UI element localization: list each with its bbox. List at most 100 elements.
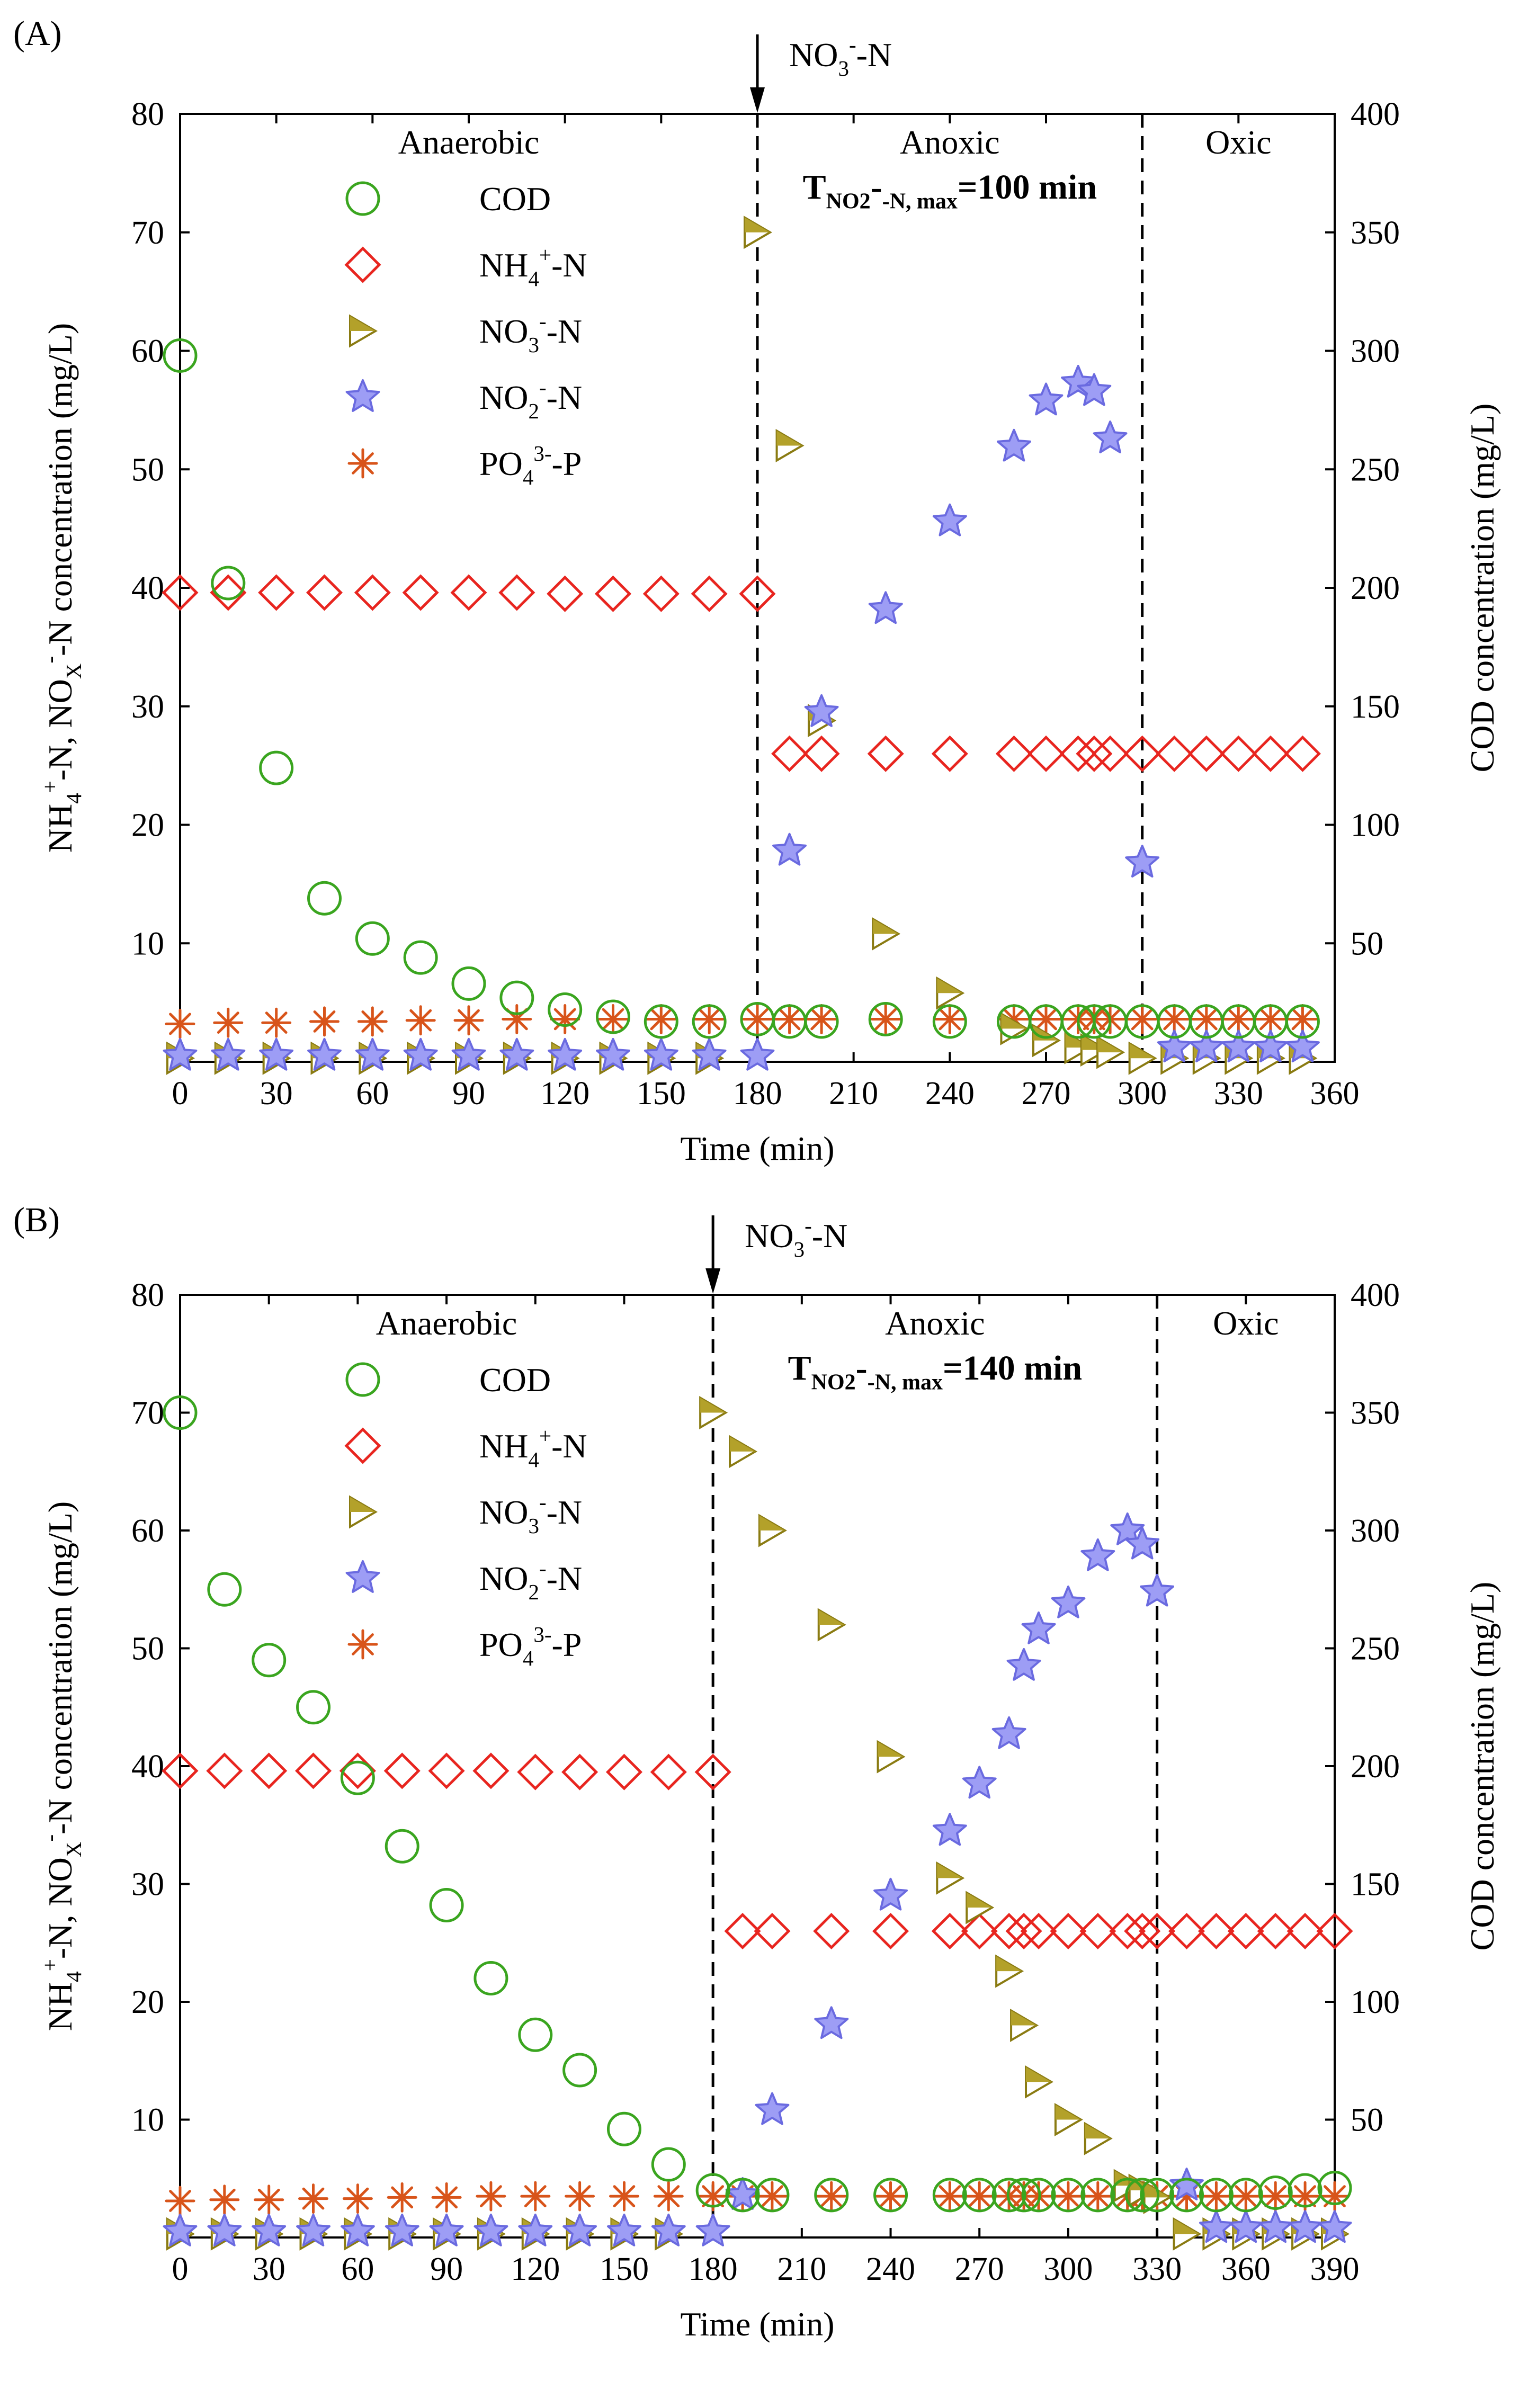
series-star xyxy=(163,364,1320,1071)
data-point xyxy=(1189,1030,1224,1062)
x-tick-label: 90 xyxy=(430,2251,463,2287)
data-point xyxy=(163,1037,198,1071)
legend-label-part: NO xyxy=(479,379,528,416)
data-point xyxy=(473,1961,508,1995)
y-tick-label: 80 xyxy=(131,1277,164,1313)
nitrite-peak-time-annotation: TNO2--N, max=100 min xyxy=(803,168,1097,214)
data-point-fill xyxy=(1129,1043,1155,1059)
data-point xyxy=(1109,1912,1146,1950)
data-point xyxy=(1253,1030,1288,1062)
data-point xyxy=(1021,2178,1056,2213)
data-point-fill xyxy=(1097,1037,1123,1053)
data-point xyxy=(1258,2175,1293,2210)
data-point xyxy=(725,2178,760,2213)
legend-label: NO3--N xyxy=(479,1490,582,1538)
dosing-arrow-label-part: NO xyxy=(789,36,838,74)
legend-label-part: -N xyxy=(547,1493,583,1531)
data-point xyxy=(1227,1912,1264,1950)
data-point xyxy=(342,2183,373,2214)
data-point xyxy=(1110,2178,1145,2213)
phase-label: Oxic xyxy=(1205,123,1271,161)
data-point xyxy=(520,2181,551,2212)
data-point xyxy=(1080,2178,1115,2213)
y-tick-label: 60 xyxy=(131,1513,164,1549)
data-point xyxy=(646,1004,676,1034)
data-point xyxy=(165,2186,195,2216)
data-point-fill xyxy=(873,919,899,934)
data-point xyxy=(251,1752,288,1789)
y-axis-label-part: NH xyxy=(41,804,79,853)
data-point xyxy=(605,1753,642,1791)
data-point xyxy=(1157,1030,1192,1062)
legend-label-part: COD xyxy=(479,1361,551,1399)
y-axis-label-part: NH xyxy=(41,1982,79,2031)
legend-label: NO2--N xyxy=(479,1556,582,1604)
data-point xyxy=(740,1037,775,1071)
data-point xyxy=(473,2213,508,2246)
x-tick-label: 210 xyxy=(829,1076,878,1112)
data-point xyxy=(1285,1004,1320,1039)
data-point xyxy=(387,2182,417,2213)
legend-label-part: + xyxy=(539,243,551,267)
data-point xyxy=(431,2182,462,2213)
x-tick-label: 390 xyxy=(1310,2251,1360,2287)
data-point xyxy=(1093,420,1128,453)
data-point xyxy=(261,1007,292,1038)
data-point xyxy=(296,2213,330,2246)
y-axis-label-part: + xyxy=(38,781,62,793)
dosing-arrow-label: NO3--N xyxy=(789,32,892,80)
data-point xyxy=(476,2181,506,2212)
data-point xyxy=(517,1753,554,1791)
legend-marker xyxy=(345,1560,380,1593)
data-point xyxy=(694,1004,725,1034)
data-point xyxy=(932,2178,967,2213)
data-point xyxy=(650,1753,687,1791)
legend-label-part: 4 xyxy=(528,266,539,291)
data-point xyxy=(1140,1573,1174,1607)
dosing-arrow-label-part: - xyxy=(805,1213,812,1238)
nitrite-peak-time-annotation-part: -N, max xyxy=(882,190,958,214)
data-point xyxy=(252,2213,287,2246)
data-point xyxy=(547,575,584,612)
data-point xyxy=(562,2053,597,2088)
data-point xyxy=(1125,1526,1160,1560)
data-point-fill xyxy=(937,1863,963,1878)
panel-label: (A) xyxy=(13,14,62,53)
data-point xyxy=(453,1005,484,1036)
data-point xyxy=(163,2213,198,2246)
data-point xyxy=(499,1037,534,1071)
data-point xyxy=(518,2213,553,2246)
y-axis-label-part: -N concentration (mg/L) xyxy=(41,1501,79,1834)
data-point xyxy=(163,1395,198,1430)
data-point xyxy=(206,1752,243,1789)
data-point xyxy=(698,2181,728,2212)
data-point xyxy=(997,428,1031,462)
y-tick-label: 20 xyxy=(131,1984,164,2020)
data-point xyxy=(1199,2178,1234,2213)
data-point xyxy=(429,1888,464,1923)
data-point xyxy=(1169,2178,1204,2213)
data-point xyxy=(1288,2173,1323,2208)
y2-tick-label: 50 xyxy=(1351,926,1383,962)
y2-tick-label: 300 xyxy=(1351,334,1400,370)
x-tick-label: 360 xyxy=(1310,1076,1360,1112)
legend-label-part: -N xyxy=(547,379,583,416)
data-point xyxy=(1168,1912,1205,1950)
data-point xyxy=(162,1752,199,1789)
x-tick-label: 90 xyxy=(452,1076,485,1112)
data-point-fill xyxy=(1085,2124,1111,2139)
data-point xyxy=(991,2178,1026,2213)
data-point xyxy=(357,1006,388,1037)
y2-tick-label: 400 xyxy=(1351,96,1400,132)
data-point xyxy=(1125,2178,1160,2213)
phase-label: Anaerobic xyxy=(376,1304,517,1342)
x-tick-label: 150 xyxy=(637,1076,686,1112)
legend-label-part: -N xyxy=(547,1560,583,1597)
data-point xyxy=(755,2092,790,2125)
y-axis-label-part: 4 xyxy=(61,1971,86,1982)
data-point xyxy=(383,1752,421,1789)
data-point xyxy=(385,1829,419,1864)
data-point xyxy=(771,735,808,772)
data-point xyxy=(385,2213,419,2246)
data-point xyxy=(1124,735,1161,772)
